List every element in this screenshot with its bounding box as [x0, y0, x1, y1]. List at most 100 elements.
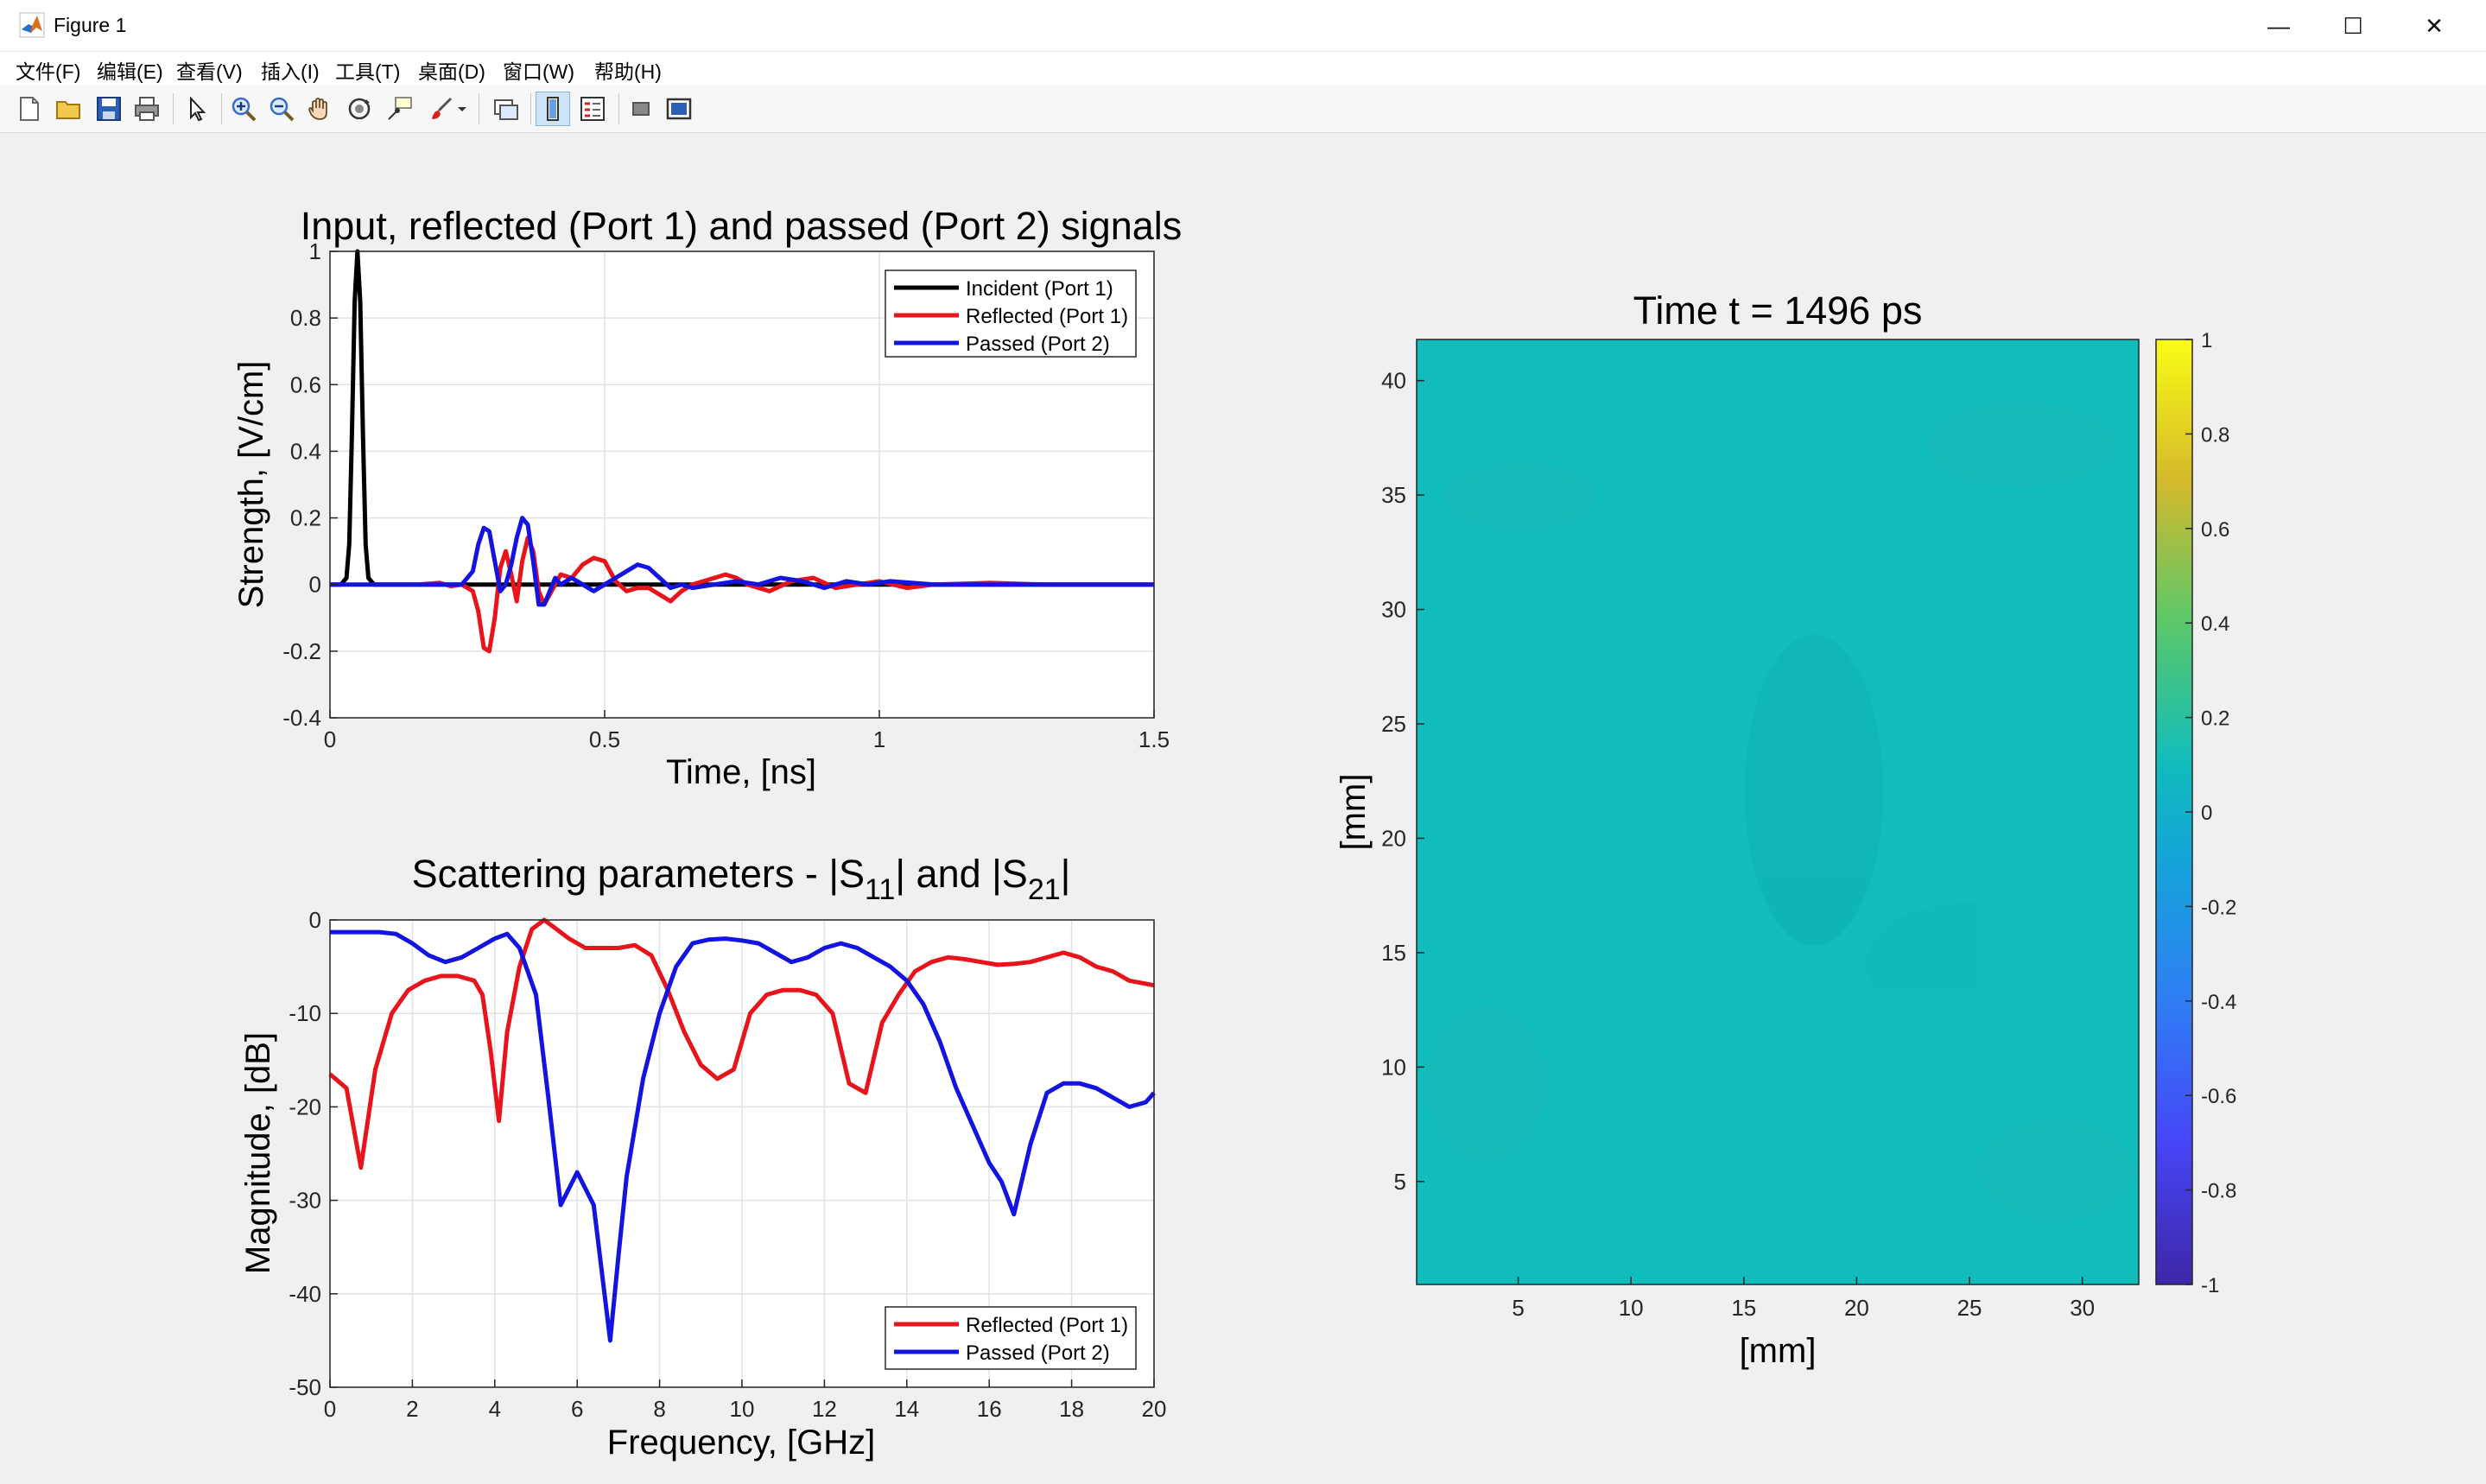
- link-plot-icon[interactable]: [489, 92, 523, 126]
- colorbar-tick-label: -0.4: [2201, 991, 2236, 1014]
- minimize-button[interactable]: —: [2239, 0, 2318, 52]
- x-tick-label: 14: [894, 1396, 919, 1422]
- field-texture-patch: [1926, 402, 2116, 488]
- zoom-in-icon[interactable]: [226, 92, 261, 126]
- y-tick-label: -20: [289, 1094, 321, 1119]
- show-tools-icon[interactable]: [662, 92, 696, 126]
- sparams-title-sub1: 11: [865, 873, 895, 906]
- brush-icon[interactable]: [423, 92, 458, 126]
- save-icon[interactable]: [92, 92, 126, 126]
- x-tick-label: 30: [2070, 1295, 2095, 1321]
- x-tick-label: 6: [571, 1396, 583, 1422]
- signals-ylabel: Strength, [V/cm]: [232, 361, 270, 609]
- y-tick-label: -0.4: [282, 705, 321, 731]
- sparams-legend[interactable]: Reflected (Port 1) Passed (Port 2): [885, 1306, 1137, 1370]
- y-tick-label: -40: [289, 1281, 321, 1307]
- colorbar-tick-label: -0.2: [2201, 896, 2236, 919]
- print-icon[interactable]: [130, 92, 164, 126]
- signals-series: [330, 249, 1154, 654]
- x-tick-label: 25: [1957, 1295, 1982, 1321]
- series-line-passed: [330, 516, 1154, 607]
- colorbar[interactable]: -1 -0.8 -0.6 -0.4 -0.2 0 0.2 0.4 0.6 0.8 1: [2155, 329, 2236, 1297]
- sparams-xlabel: Frequency, [GHz]: [607, 1424, 875, 1462]
- zoom-out-icon[interactable]: [264, 92, 299, 126]
- signals-axes-frame: [329, 251, 1155, 719]
- legend-icon[interactable]: [575, 92, 610, 126]
- field-texture: [1425, 402, 2134, 1222]
- colorbar-tick-label: 0.6: [2201, 518, 2229, 542]
- signals-axes[interactable]: 0 0.5 1 1.5 -0.4 -0.2 0 0.2 0.4 0.6 0.8 1 Input, re…: [232, 204, 1182, 791]
- sparams-title-part3: |: [1061, 852, 1071, 896]
- field-texture-patch: [1866, 903, 2073, 1024]
- colorbar-tick-label: -0.8: [2201, 1180, 2236, 1203]
- menu-help[interactable]: 帮助(H): [594, 60, 662, 83]
- field-texture-patch: [1745, 635, 1883, 946]
- x-tick-label: 18: [1059, 1396, 1084, 1422]
- hide-tools-icon[interactable]: [624, 92, 658, 126]
- figure-canvas: 0 0.5 1 1.5 -0.4 -0.2 0 0.2 0.4 0.6 0.8 1 Input, re…: [0, 134, 2486, 1480]
- sparams-legend-box: [885, 1306, 1137, 1370]
- x-tick-label: 15: [1731, 1295, 1756, 1321]
- x-tick-label: 10: [1619, 1295, 1644, 1321]
- new-figure-icon[interactable]: [12, 92, 47, 126]
- colorbar-icon[interactable]: [536, 92, 570, 126]
- colorbar-tick-label: -1: [2201, 1274, 2219, 1297]
- close-icon: ✕: [2425, 12, 2444, 39]
- title-bar[interactable]: Figure 1 — ☐ ✕: [0, 0, 2486, 52]
- signals-ticks: 0 0.5 1 1.5 -0.4 -0.2 0 0.2 0.4 0.6 0.8 1: [282, 238, 1170, 752]
- legend-label-reflected: Reflected (Port 1): [966, 305, 1128, 328]
- figure-toolbar: [0, 85, 2486, 133]
- series-line-reflected: [417, 536, 1154, 654]
- menu-window[interactable]: 窗口(W): [503, 60, 575, 83]
- select-arrow-icon[interactable]: [180, 92, 214, 126]
- menu-tools[interactable]: 工具(T): [335, 60, 401, 83]
- sparams-ylabel: Magnitude, [dB]: [239, 1032, 277, 1274]
- pan-hand-icon[interactable]: [302, 92, 337, 126]
- toolbar-separator: [221, 93, 222, 124]
- y-tick-label: 10: [1381, 1054, 1406, 1080]
- field-ticks: 5 10 15 20 25 30 5 10 15 20 25 30 35 40: [1381, 368, 2095, 1321]
- open-file-icon[interactable]: [52, 92, 86, 126]
- y-tick-label: 0.4: [290, 438, 321, 464]
- y-tick-label: 0.6: [290, 371, 321, 397]
- y-tick-label: 35: [1381, 482, 1406, 508]
- colorbar-tick-label: 0: [2201, 802, 2212, 825]
- maximize-icon: ☐: [2343, 12, 2363, 39]
- brush-dropdown-icon[interactable]: [454, 92, 470, 126]
- rotate-3d-icon[interactable]: [342, 92, 377, 126]
- field-title: Time t = 1496 ps: [1633, 289, 1923, 333]
- menu-view[interactable]: 查看(V): [176, 60, 243, 83]
- colorbar-tick-label: 0.2: [2201, 707, 2229, 731]
- y-tick-label: -30: [289, 1188, 321, 1214]
- signals-xlabel: Time, [ns]: [666, 753, 816, 791]
- sparams-title-part1: Scattering parameters - |S: [412, 852, 865, 896]
- menu-bar: 文件(F) 编辑(E) 查看(V) 插入(I) 工具(T) 桌面(D) 窗口(W…: [0, 52, 2486, 126]
- field-axes-frame: [1416, 339, 2140, 1285]
- menu-file[interactable]: 文件(F): [16, 60, 81, 83]
- sparams-axes[interactable]: 0 2 4 6 8 10 12 14 16 18 20 -50 -40 -30 -20 -10 0 Scatte…: [239, 852, 1166, 1462]
- toolbar-separator: [173, 93, 174, 124]
- y-tick-label: 15: [1381, 940, 1406, 966]
- colorbar-tick-label: 0.8: [2201, 423, 2229, 447]
- y-tick-label: 0: [309, 572, 321, 598]
- x-tick-label: 16: [977, 1396, 1002, 1422]
- close-button[interactable]: ✕: [2394, 0, 2474, 52]
- series-line-passed: [330, 929, 1156, 1343]
- x-tick-label: 10: [730, 1396, 755, 1422]
- data-cursor-icon[interactable]: [382, 92, 416, 126]
- x-tick-label: 2: [406, 1396, 418, 1422]
- colorbar-ticks: -1 -0.8 -0.6 -0.4 -0.2 0 0.2 0.4 0.6 0.8 1: [2185, 329, 2236, 1297]
- menu-insert[interactable]: 插入(I): [261, 60, 320, 83]
- y-tick-label: 0.2: [290, 505, 321, 531]
- field-xlabel: [mm]: [1740, 1332, 1817, 1370]
- y-tick-label: 5: [1394, 1169, 1406, 1195]
- x-tick-label: 12: [812, 1396, 837, 1422]
- menu-edit[interactable]: 编辑(E): [97, 60, 163, 83]
- maximize-button[interactable]: ☐: [2313, 0, 2393, 52]
- menu-desktop[interactable]: 桌面(D): [418, 60, 485, 83]
- colorbar-tick-label: 0.4: [2201, 612, 2229, 636]
- y-tick-label: 0.8: [290, 305, 321, 331]
- x-tick-label: 5: [1512, 1295, 1524, 1321]
- signals-legend[interactable]: Incident (Port 1) Reflected (Port 1) Pas…: [885, 270, 1137, 358]
